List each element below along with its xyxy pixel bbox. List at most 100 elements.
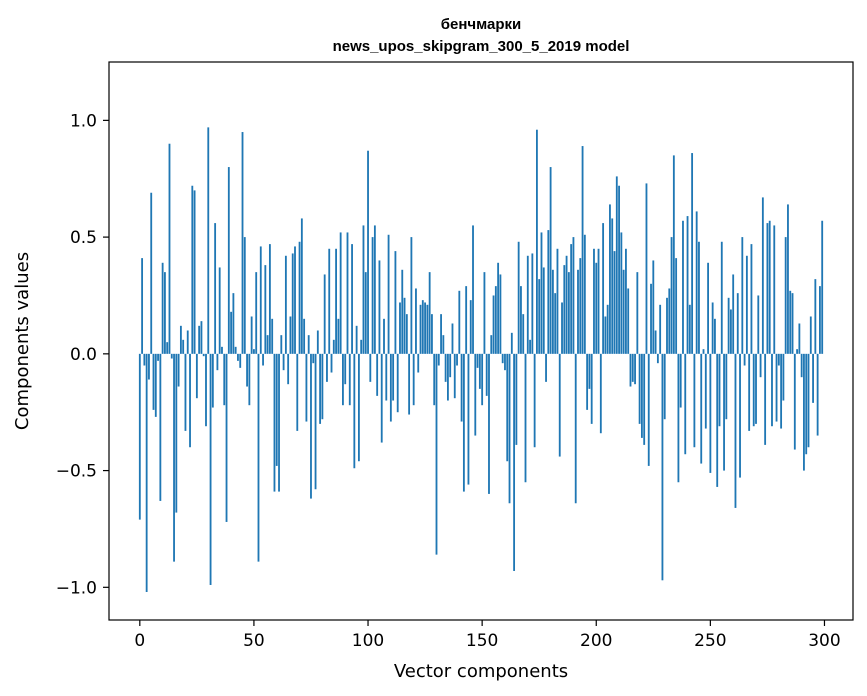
bar-202 [599,353,602,434]
bar-222 [645,183,648,354]
bar-236 [677,353,680,483]
bar-125 [424,302,426,354]
bar-111 [392,353,395,401]
bar-209 [615,176,618,354]
bar-143 [465,286,468,354]
bar-266 [745,255,748,354]
bar-274 [764,353,767,445]
bar-69 [296,353,299,431]
bar-79 [319,353,322,424]
bar-218 [636,272,639,354]
bar-82 [326,353,328,382]
bar-275 [766,223,769,354]
bar-120 [412,353,415,406]
bar-285 [789,290,792,354]
bar-98 [362,225,365,354]
bar-207 [611,218,614,354]
bar-56 [266,335,269,354]
bar-244 [695,211,698,354]
bar-70 [298,241,301,354]
bar-187 [565,255,568,354]
bar-80 [321,353,324,420]
x-tick-label: 100 [352,631,384,651]
x-tick-label: 150 [466,631,498,651]
bar-19 [182,339,185,354]
bar-267 [748,353,751,431]
bar-231 [666,297,668,354]
bar-102 [371,237,374,354]
bar-145 [469,300,472,354]
bar-45 [241,132,244,354]
bar-0 [138,353,141,520]
bar-182 [554,293,557,354]
bar-81 [323,274,326,354]
bar-26 [198,325,201,354]
bar-168 [522,314,525,354]
bar-172 [531,253,534,354]
bar-254 [718,353,721,427]
bar-225 [652,260,655,354]
bar-77 [314,353,317,490]
bar-240 [686,216,689,354]
bar-4 [148,353,150,380]
plot-frame [108,61,854,621]
bar-249 [707,262,709,354]
bar-50 [253,349,255,354]
bar-119 [410,237,413,354]
bar-232 [668,288,671,354]
bar-32 [211,353,214,408]
bar-196 [586,353,589,410]
bar-123 [419,304,422,354]
bar-297 [816,353,819,436]
bar-188 [567,272,570,354]
bar-264 [741,237,744,354]
bar-21 [186,330,189,354]
bar-130 [435,353,438,555]
bar-61 [278,353,280,492]
bar-42 [234,346,237,354]
bar-259 [729,309,732,354]
bar-180 [549,167,552,354]
bar-52 [257,353,260,562]
bar-279 [775,353,778,422]
bar-89 [342,353,344,406]
bar-281 [780,353,783,429]
bar-290 [800,353,803,378]
bar-173 [533,353,536,448]
bar-86 [335,248,337,354]
bar-142 [462,353,465,492]
bar-167 [520,286,522,354]
bar-7 [154,353,157,417]
bar-229 [661,353,664,581]
bar-197 [588,353,591,389]
x-axis-label: Vector components [394,661,568,682]
bar-87 [337,318,340,354]
bar-208 [613,251,616,354]
bar-85 [332,339,335,354]
bar-212 [622,269,625,354]
bar-63 [282,353,285,371]
bar-165 [515,353,518,445]
bar-94 [353,353,356,469]
bar-237 [679,353,682,408]
bar-256 [723,353,725,471]
bar-230 [663,353,666,420]
bar-13 [168,143,171,354]
bar-128 [431,314,433,354]
bar-278 [773,225,776,354]
bar-38 [225,353,228,522]
bar-146 [472,225,474,354]
bar-284 [787,204,789,354]
bar-113 [396,353,399,413]
bar-293 [807,353,810,448]
bar-287 [793,353,796,450]
bar-149 [478,353,481,389]
bar-201 [597,248,600,354]
bar-288 [796,349,798,354]
bar-295 [812,353,814,403]
bar-99 [364,272,367,354]
bar-141 [460,353,463,422]
bar-286 [791,293,794,354]
bar-262 [736,293,739,354]
bar-71 [300,218,303,354]
